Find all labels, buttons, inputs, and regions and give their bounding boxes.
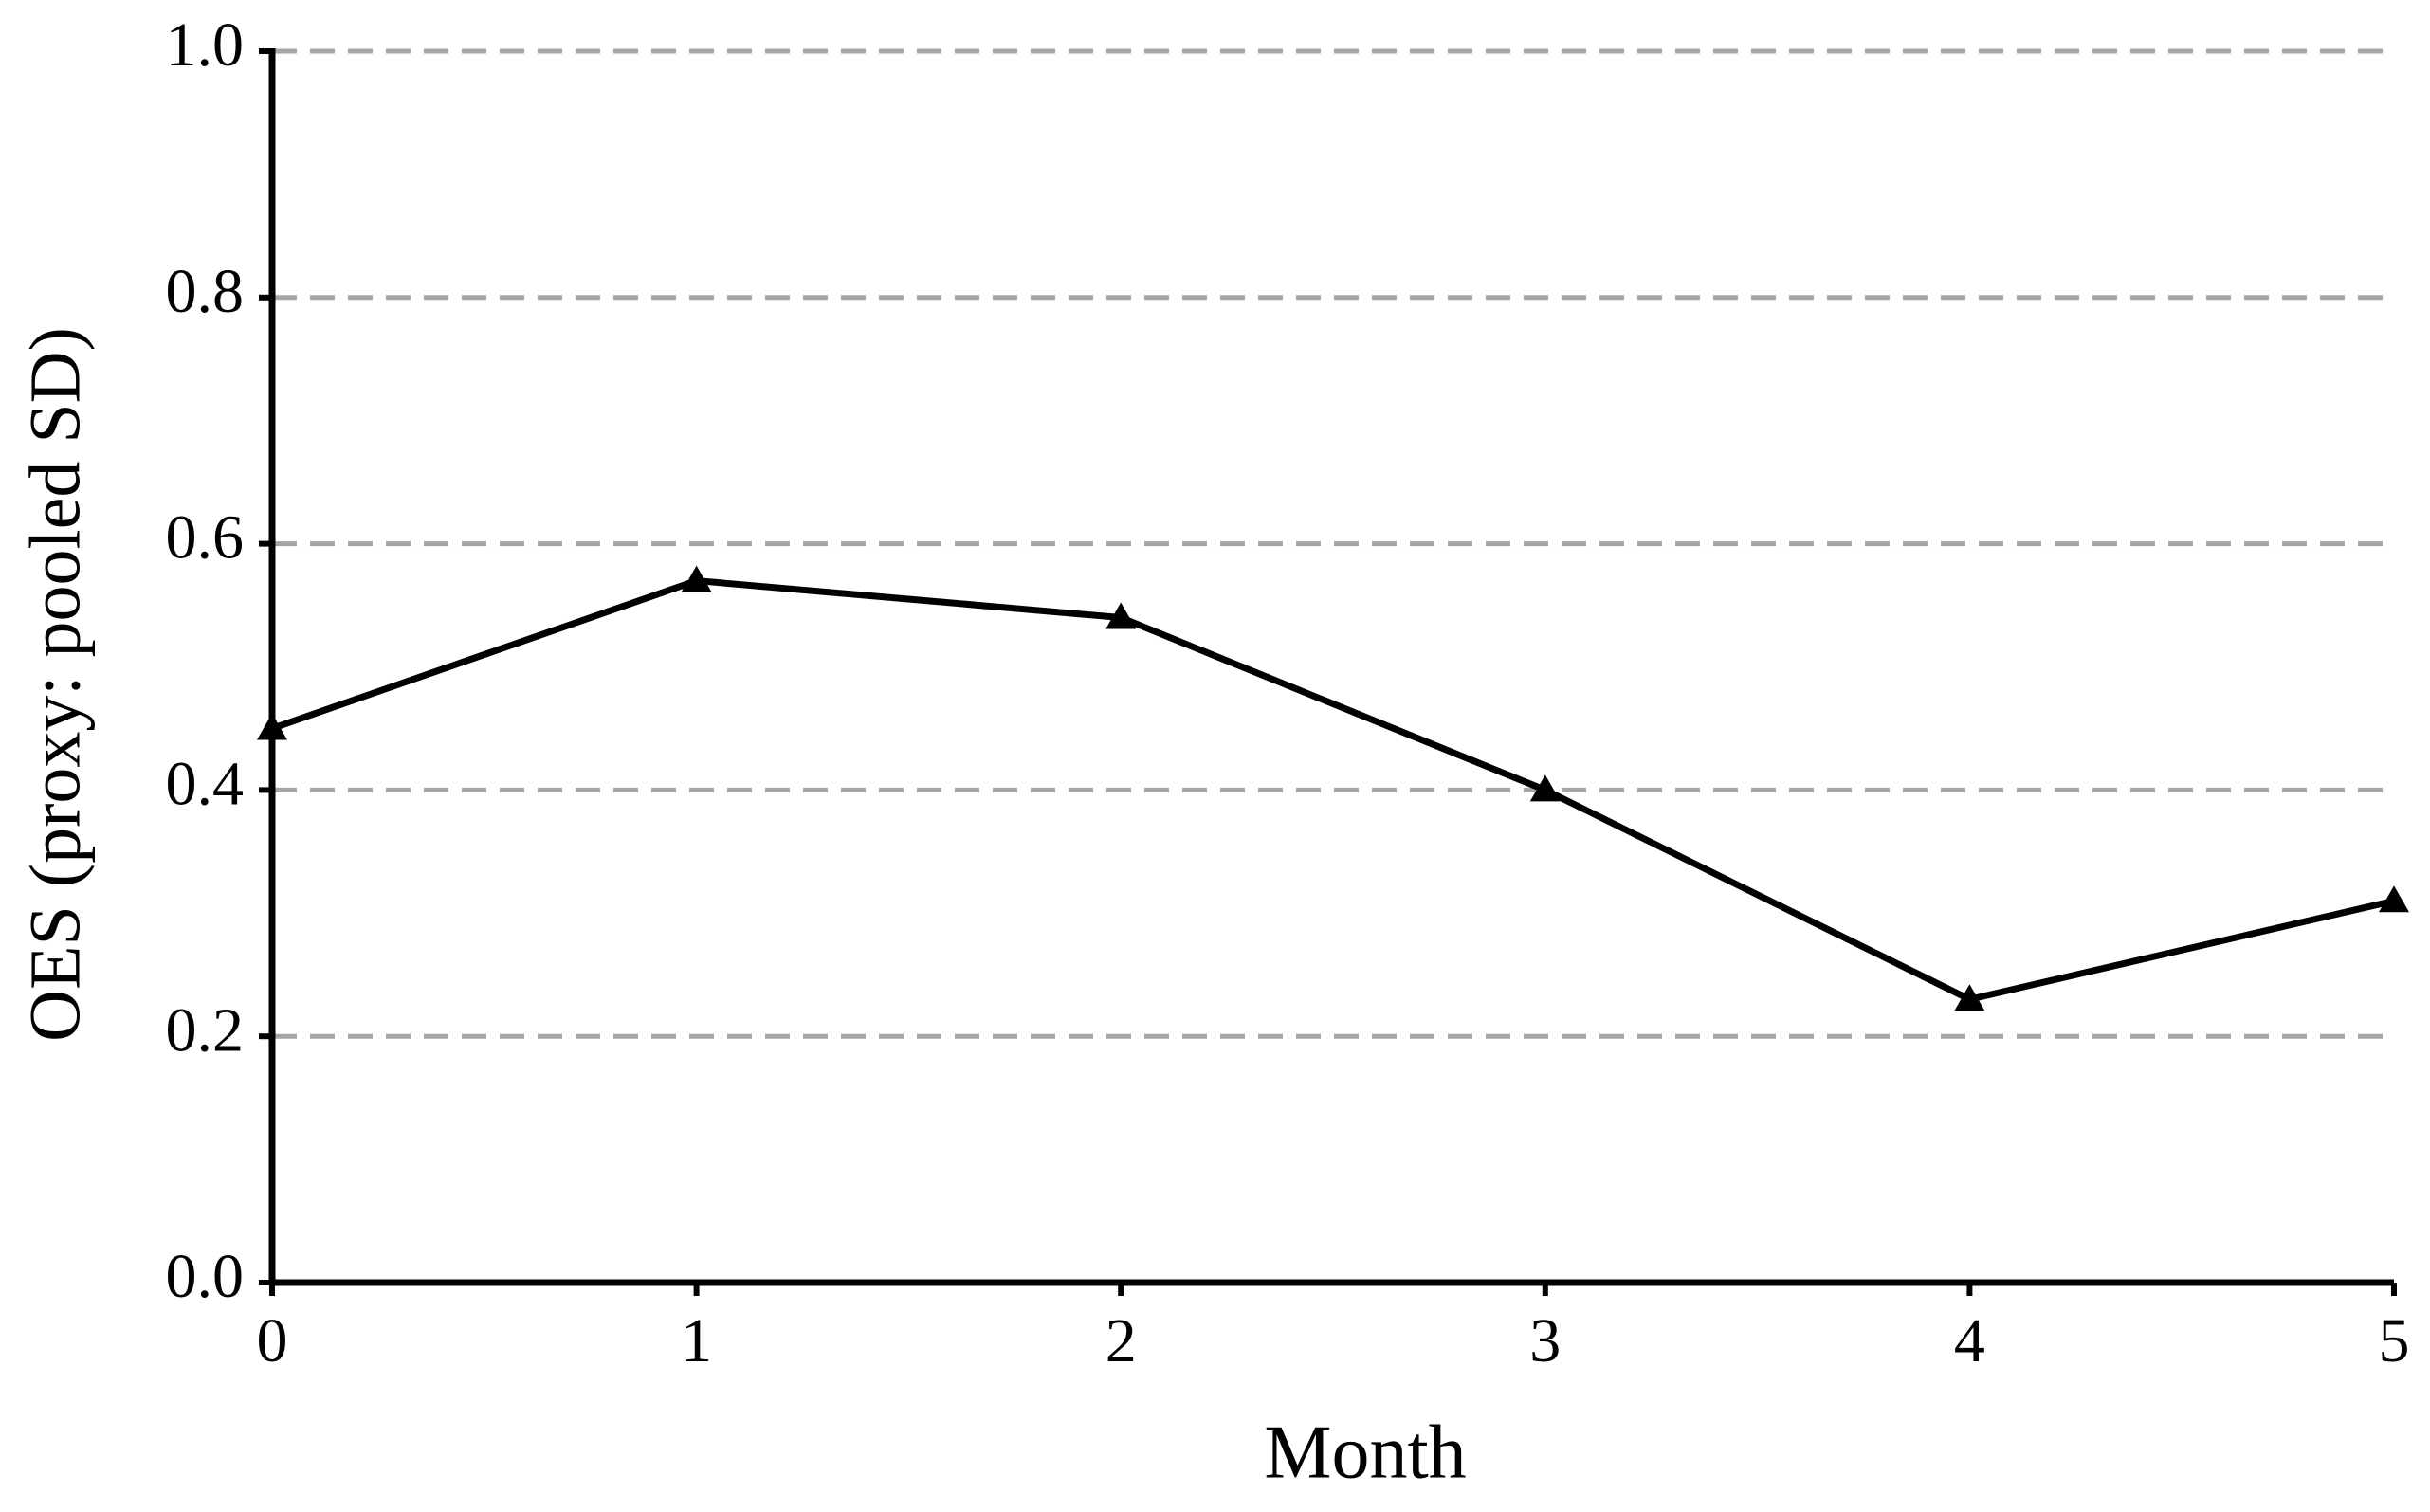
marker <box>1529 774 1561 802</box>
marker <box>1954 984 1985 1011</box>
marker <box>2379 885 2409 913</box>
x-axis-label: Month <box>1264 1411 1466 1494</box>
x-tick-label: 0 <box>257 1306 288 1375</box>
x-tick-label: 4 <box>1954 1306 1985 1375</box>
y-tick-label: 1.0 <box>166 10 245 80</box>
marker <box>1105 602 1137 629</box>
y-tick-label: 0.8 <box>166 257 245 326</box>
x-tick-label: 1 <box>681 1306 712 1375</box>
series-line <box>270 577 2395 1003</box>
y-tick-label: 0.6 <box>166 503 245 573</box>
marker <box>681 565 712 592</box>
x-tick-label: 5 <box>2379 1306 2410 1375</box>
y-tick-label: 0.4 <box>166 750 245 819</box>
marker <box>257 713 287 740</box>
x-tick-label: 2 <box>1105 1306 1137 1375</box>
y-tick-label: 0.2 <box>166 995 245 1065</box>
y-axis-label: OES (proxy: pooled SD) <box>15 327 95 1042</box>
y-tick-label: 0.0 <box>166 1242 245 1311</box>
x-tick-label: 3 <box>1529 1306 1561 1375</box>
